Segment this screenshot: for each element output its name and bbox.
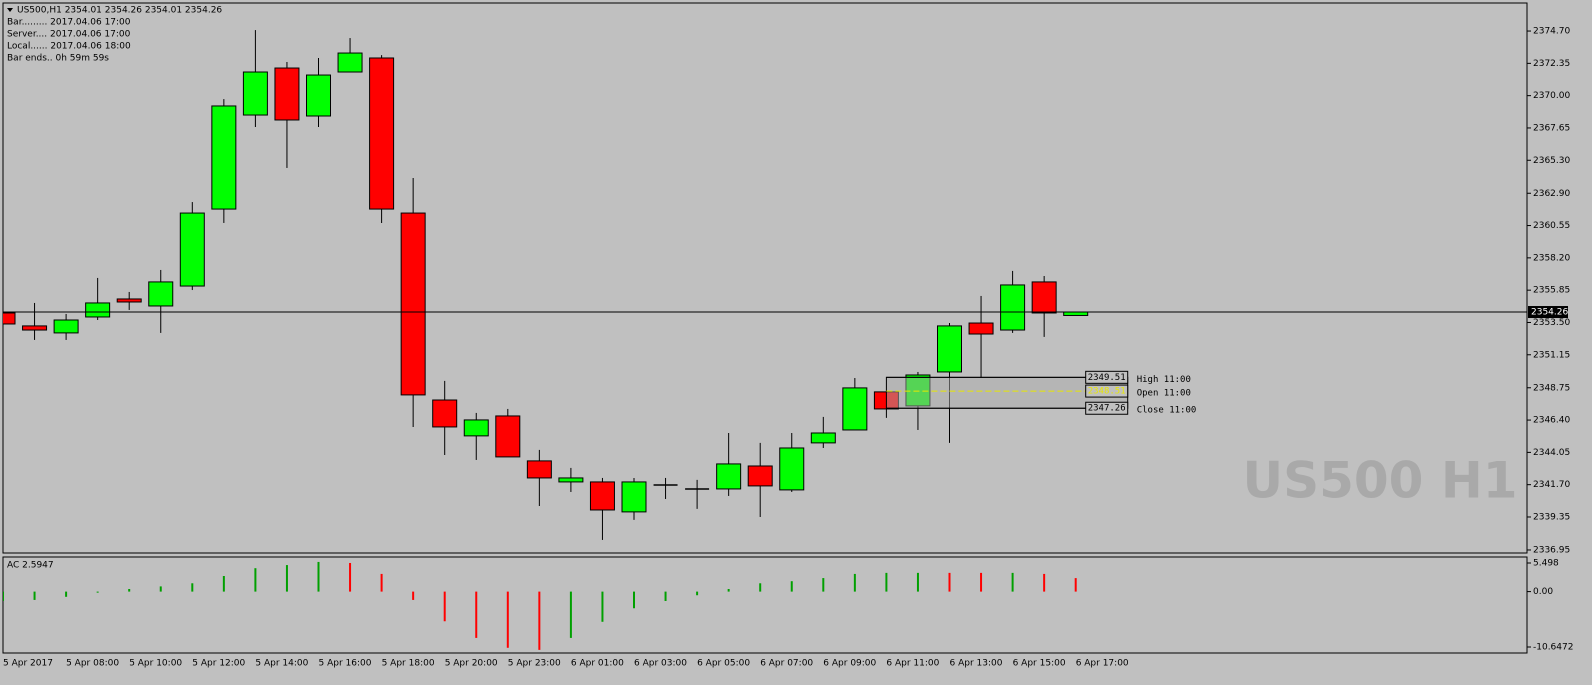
candle-body: [747, 465, 773, 487]
x-tick-label: 5 Apr 23:00: [508, 659, 561, 669]
level-value: 2348.51: [1088, 387, 1126, 397]
x-tick-label: 5 Apr 08:00: [66, 659, 119, 669]
level-value: 2349.51: [1088, 373, 1126, 383]
indicator-title: AC 2.5947: [7, 561, 54, 571]
x-tick-label: 6 Apr 11:00: [886, 659, 939, 669]
x-tick-label: 5 Apr 10:00: [129, 659, 182, 669]
candle-body: [306, 74, 331, 117]
y-tick-label: 2362.90: [1533, 189, 1570, 199]
info-line: Local...... 2017.04.06 18:00: [7, 42, 131, 52]
y-tick-label: 2341.70: [1533, 480, 1570, 490]
level-label: Open 11:00: [1137, 389, 1191, 399]
candle-body: [589, 481, 615, 511]
x-tick-label: 5 Apr 20:00: [445, 659, 498, 669]
indicator-plot: [3, 561, 1077, 650]
candle-body: [1031, 281, 1057, 314]
x-tick-label: 6 Apr 03:00: [634, 659, 687, 669]
x-tick-label: 6 Apr 17:00: [1076, 659, 1129, 669]
y-tick-label: 2346.40: [1533, 416, 1570, 426]
y-tick-label: 5.498: [1533, 558, 1559, 568]
candle-body: [1000, 284, 1026, 331]
candle-body: [85, 302, 111, 318]
x-tick-label: 6 Apr 15:00: [1013, 659, 1066, 669]
axes: 2374.70 2372.35 2370.00 2367.65 2365.30 2362.…: [3, 27, 1573, 669]
y-tick-label: 0.00: [1533, 587, 1553, 597]
y-tick-label: 2339.35: [1533, 512, 1570, 522]
indicator-panel: [2, 556, 1528, 654]
x-tick-label: 5 Apr 2017: [3, 659, 53, 669]
collapse-arrow[interactable]: [7, 8, 13, 12]
watermark: US500 H1: [1242, 452, 1517, 510]
y-tick-label: 2365.30: [1533, 156, 1570, 166]
candle-body: [810, 432, 836, 444]
candle-body: [463, 419, 489, 437]
last-price-label: 2354.26: [1531, 308, 1568, 318]
y-tick-label: 2360.55: [1533, 221, 1570, 231]
x-tick-label: 6 Apr 07:00: [760, 659, 813, 669]
x-tick-label: 5 Apr 18:00: [382, 659, 435, 669]
candle-body: [842, 387, 868, 431]
y-tick-label: 2355.85: [1533, 286, 1570, 296]
y-tick-label: 2336.95: [1533, 545, 1570, 555]
level-label: Close 11:00: [1137, 406, 1197, 416]
x-tick-label: 6 Apr 05:00: [697, 659, 750, 669]
level-value: 2347.26: [1088, 404, 1126, 414]
y-tick-label: 2370.00: [1533, 91, 1570, 101]
level-value-box: [1085, 384, 1129, 398]
main-plot: 2349.51 High 11:00 2348.51 Open 11:00 2347.2…: [3, 30, 1527, 540]
x-tick-label: 6 Apr 13:00: [950, 659, 1003, 669]
y-tick-label: 2367.65: [1533, 123, 1570, 133]
candle-body: [242, 71, 268, 116]
candle-body: [148, 281, 174, 307]
candle-body: [53, 319, 79, 334]
candle-body: [3, 312, 16, 325]
candle-body: [779, 447, 805, 491]
info-line: Bar ends.. 0h 59m 59s: [7, 54, 109, 64]
candle-body: [337, 52, 363, 73]
candle-body: [495, 415, 521, 458]
y-tick-label: 2372.35: [1533, 59, 1570, 69]
x-tick-label: 5 Apr 12:00: [192, 659, 245, 669]
candle-body: [432, 399, 458, 428]
y-tick-label: 2374.70: [1533, 27, 1570, 37]
y-tick-label: -10.6472: [1533, 643, 1573, 653]
candle-body: [558, 477, 584, 483]
candle-body: [1063, 311, 1089, 316]
info-line: Bar......... 2017.04.06 17:00: [7, 18, 131, 28]
y-tick-label: 2344.05: [1533, 448, 1570, 458]
candle-body: [400, 212, 426, 396]
x-tick-label: 6 Apr 01:00: [571, 659, 624, 669]
candle-body: [179, 212, 205, 287]
candle-body: [369, 57, 395, 210]
level-value-box: [1085, 370, 1129, 384]
candle-body: [116, 298, 142, 303]
chart-title: US500,H1 2354.01 2354.26 2354.01 2354.26: [17, 6, 222, 16]
info-line: Server.... 2017.04.06 17:00: [7, 30, 131, 40]
y-tick-label: 2348.75: [1533, 383, 1570, 393]
y-tick-label: 2358.20: [1533, 253, 1570, 263]
x-tick-label: 5 Apr 16:00: [319, 659, 372, 669]
x-tick-label: 6 Apr 09:00: [823, 659, 876, 669]
y-tick-label: 2353.50: [1533, 318, 1570, 328]
level-label: High 11:00: [1137, 375, 1191, 385]
candle-body: [526, 460, 552, 479]
candle-body: [274, 67, 300, 121]
level-value-box: [1085, 401, 1129, 415]
candle-body: [968, 322, 994, 335]
candle-body: [716, 463, 742, 490]
x-tick-label: 5 Apr 14:00: [255, 659, 308, 669]
last-price-box: [1528, 306, 1568, 319]
candle-body: [211, 105, 237, 210]
candle-body: [22, 325, 48, 331]
candle-body: [621, 481, 647, 513]
candle-body: [937, 325, 962, 373]
y-tick-label: 2351.15: [1533, 350, 1570, 360]
